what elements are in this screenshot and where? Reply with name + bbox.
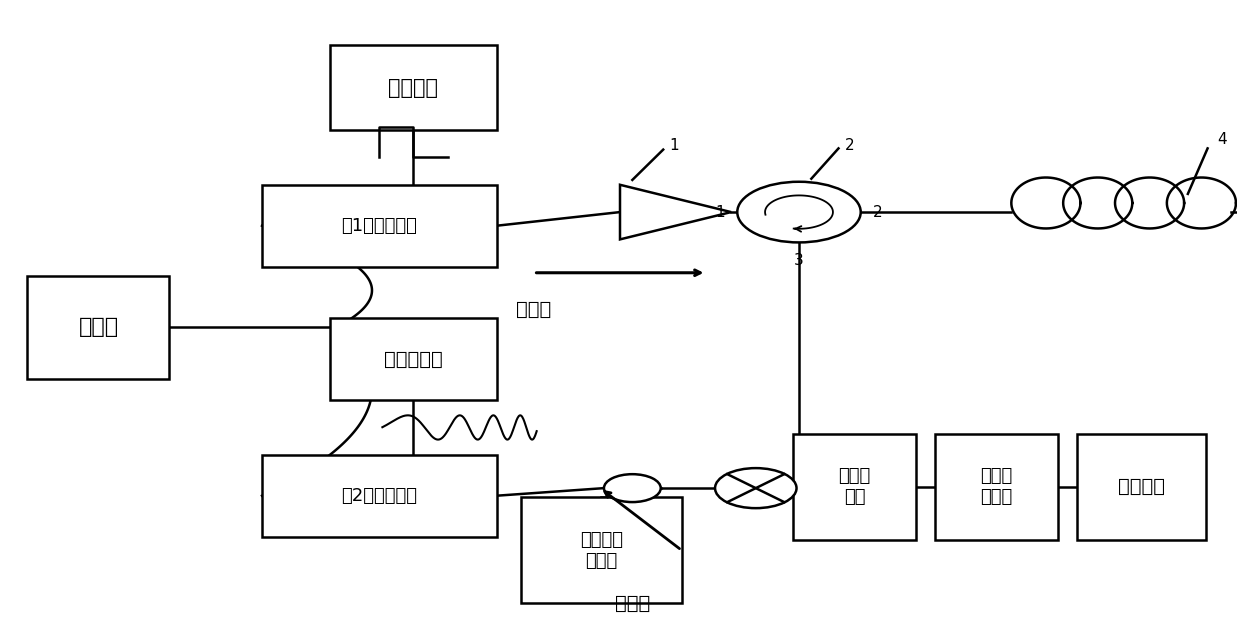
FancyBboxPatch shape	[935, 434, 1058, 540]
Text: 第2电光调制器: 第2电光调制器	[341, 487, 418, 505]
Circle shape	[604, 474, 661, 502]
Text: 注入锁定
激光器: 注入锁定 激光器	[580, 531, 622, 569]
Circle shape	[738, 182, 861, 242]
FancyBboxPatch shape	[262, 184, 496, 267]
Polygon shape	[620, 184, 732, 239]
Text: 参考光: 参考光	[615, 594, 650, 613]
Text: 啁啾链模块: 啁啾链模块	[384, 350, 443, 369]
FancyBboxPatch shape	[792, 434, 916, 540]
Text: 1: 1	[715, 205, 725, 220]
Text: 1: 1	[670, 138, 680, 153]
Text: 2: 2	[873, 205, 883, 220]
FancyBboxPatch shape	[1076, 434, 1207, 540]
FancyBboxPatch shape	[521, 497, 682, 603]
Text: 泵浦光: 泵浦光	[516, 300, 552, 318]
FancyBboxPatch shape	[330, 318, 496, 400]
FancyBboxPatch shape	[27, 276, 170, 379]
Text: 脉冲模块: 脉冲模块	[388, 78, 438, 97]
Circle shape	[715, 468, 796, 508]
FancyBboxPatch shape	[330, 45, 496, 130]
Text: 2: 2	[844, 138, 854, 153]
Text: 激光器: 激光器	[78, 317, 119, 337]
Text: 平衡探
测器: 平衡探 测器	[838, 467, 870, 506]
Text: 3: 3	[794, 254, 804, 268]
FancyBboxPatch shape	[262, 455, 496, 537]
Text: 采集模块: 采集模块	[1118, 477, 1166, 496]
Text: 4: 4	[1218, 132, 1228, 147]
Text: 滤波检
波模块: 滤波检 波模块	[981, 467, 1013, 506]
Text: 第1电光调制器: 第1电光调制器	[341, 217, 417, 234]
